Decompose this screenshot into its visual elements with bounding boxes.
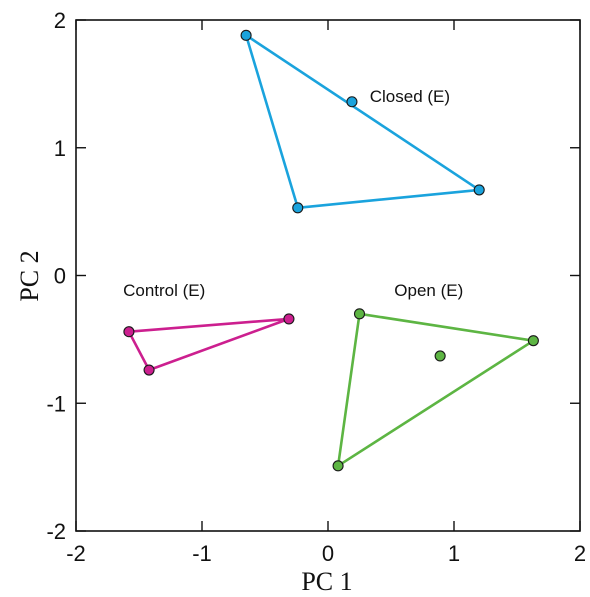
open-e-point <box>527 335 539 347</box>
x-tick-label: -1 <box>192 541 212 566</box>
open-e-point <box>332 460 344 472</box>
control-e-hull <box>127 317 291 372</box>
y-tick-label: -1 <box>46 391 66 416</box>
plot-frame <box>75 19 581 532</box>
closed-e-point <box>292 202 304 214</box>
x-tick-label: -2 <box>66 541 86 566</box>
y-tick-label: 1 <box>54 136 66 161</box>
y-tick-label: -2 <box>46 519 66 544</box>
x-tick-label: 0 <box>322 541 334 566</box>
open-e-label: Open (E) <box>394 281 463 300</box>
axis-ticks: -2 -1 0 1 2 -2 -1 0 1 2 <box>46 8 586 566</box>
closed-e-point <box>346 96 358 108</box>
closed-e-point <box>473 184 485 196</box>
x-tick-label: 1 <box>448 541 460 566</box>
group-labels: Closed (E) Control (E) Open (E) <box>123 87 463 300</box>
open-e-point <box>353 308 366 320</box>
control-e-point <box>143 364 155 376</box>
y-axis-title: PC 2 <box>15 250 44 301</box>
closed-e-point <box>240 29 252 41</box>
closed-e-label: Closed (E) <box>370 87 450 106</box>
group-hulls <box>127 33 535 468</box>
control-e-label: Control (E) <box>123 281 205 300</box>
y-tick-label: 0 <box>54 264 66 289</box>
control-e-point <box>283 313 295 325</box>
y-tick-label: 2 <box>54 8 66 33</box>
control-e-point <box>123 326 135 338</box>
data-points <box>123 29 539 472</box>
x-tick-label: 2 <box>574 541 586 566</box>
open-e-point <box>434 350 446 362</box>
x-axis-title: PC 1 <box>301 567 352 596</box>
open-e-hull <box>336 312 535 468</box>
plot-area <box>75 19 581 532</box>
closed-e-hull <box>244 33 481 210</box>
